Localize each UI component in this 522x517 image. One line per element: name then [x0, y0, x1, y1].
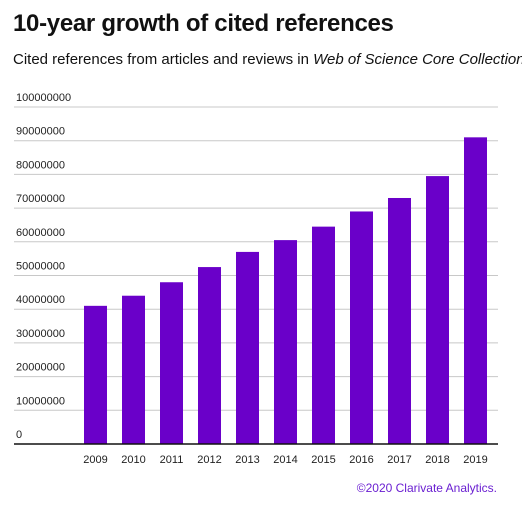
- y-tick-label: 100000000: [16, 92, 71, 104]
- bar-2015: [312, 226, 335, 444]
- chart-title: 10-year growth of cited references: [13, 10, 394, 37]
- x-tick-label: 2019: [463, 454, 487, 466]
- y-tick-label: 0: [16, 429, 22, 441]
- y-tick-label: 50000000: [16, 261, 65, 273]
- y-tick-label: 40000000: [16, 294, 65, 306]
- credit-text: ©2020 Clarivate Analytics.: [356, 481, 497, 495]
- bar-2018: [426, 176, 449, 444]
- y-tick-label: 30000000: [16, 328, 65, 340]
- y-tick-label: 90000000: [16, 126, 65, 138]
- x-tick-label: 2015: [311, 454, 335, 466]
- y-tick-label: 60000000: [16, 227, 65, 239]
- x-tick-label: 2012: [197, 454, 221, 466]
- x-tick-label: 2018: [425, 454, 449, 466]
- y-tick-label: 80000000: [16, 159, 65, 171]
- bar-2014: [274, 240, 297, 444]
- x-tick-label: 2017: [387, 454, 411, 466]
- bar-2019: [464, 137, 487, 444]
- y-tick-label: 70000000: [16, 193, 65, 205]
- x-tick-label: 2010: [121, 454, 145, 466]
- bar-2012: [198, 267, 221, 444]
- x-tick-label: 2013: [235, 454, 259, 466]
- bar-2009: [84, 305, 107, 444]
- chart-subtitle: Cited references from articles and revie…: [13, 51, 522, 68]
- bar-2016: [350, 211, 373, 444]
- x-tick-label: 2011: [160, 454, 184, 466]
- bars: [84, 137, 487, 444]
- x-tick-label: 2016: [349, 454, 373, 466]
- bar-2013: [236, 251, 259, 444]
- subtitle-prefix: Cited references from articles and revie…: [13, 51, 314, 68]
- subtitle-italic: Web of Science Core Collection: [313, 51, 522, 68]
- y-tick-label: 20000000: [16, 362, 65, 374]
- y-tick-label: 10000000: [16, 395, 65, 407]
- bar-2017: [388, 197, 411, 444]
- bar-2010: [122, 295, 145, 444]
- bar-2011: [160, 282, 183, 444]
- x-tick-label: 2009: [83, 454, 107, 466]
- x-axis-tick-labels: 2009 2010 2011 2012 2013 2014 2015 2016 2017 2018…: [83, 454, 487, 466]
- x-tick-label: 2014: [273, 454, 297, 466]
- y-axis-tick-labels: 0 10000000 20000000 30000000 40000000 5000000…: [16, 92, 71, 441]
